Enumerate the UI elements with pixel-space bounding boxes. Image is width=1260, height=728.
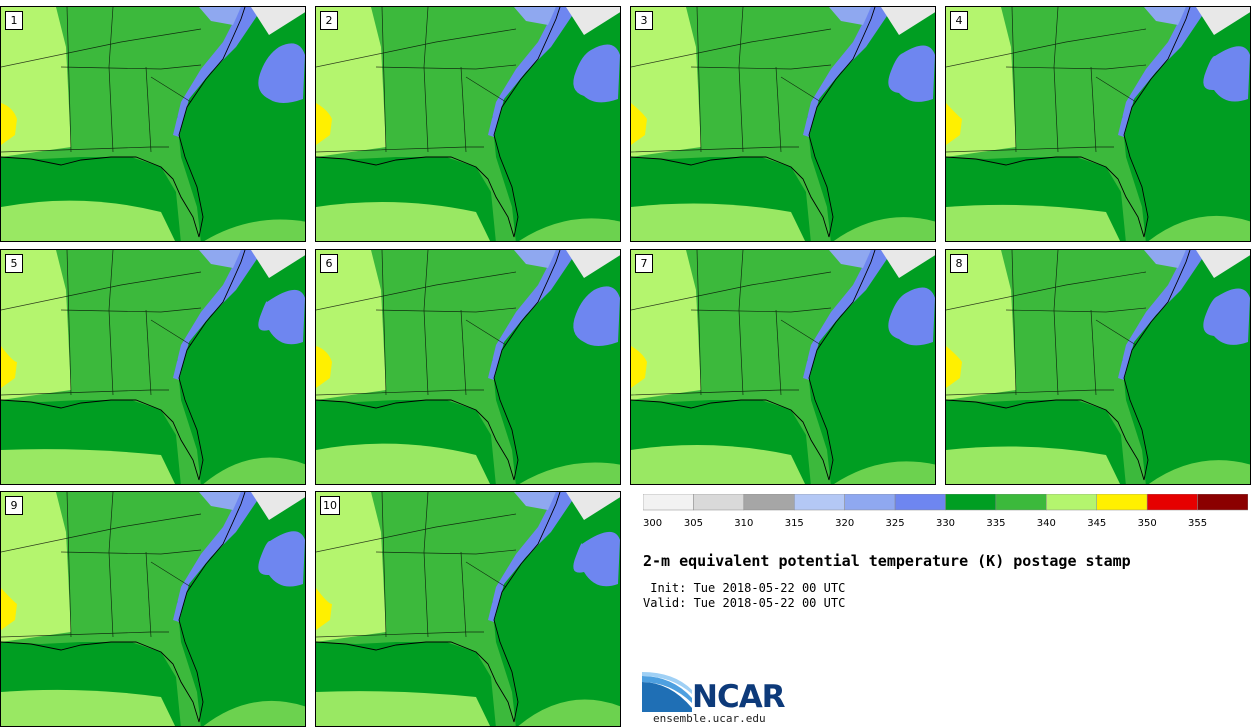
legend-tick-label: 300 [643, 518, 662, 529]
panel-number: 10 [320, 496, 340, 515]
map-panel: 5 [0, 249, 306, 485]
valid-time: Valid: Tue 2018-05-22 00 UTC [643, 596, 846, 610]
panel-number: 1 [5, 11, 23, 30]
legend-swatch [945, 493, 997, 511]
logo-url: ensemble.ucar.edu [653, 712, 766, 725]
legend-tick-label: 315 [785, 518, 804, 529]
legend-tick-label: 320 [835, 518, 854, 529]
map-panel: 10 [315, 491, 621, 727]
panel-number: 4 [950, 11, 968, 30]
map-panel: 7 [630, 249, 936, 485]
map-panel: 9 [0, 491, 306, 727]
figure-title: 2-m equivalent potential temperature (K)… [643, 552, 1131, 570]
panel-number: 2 [320, 11, 338, 30]
legend-tick-label: 355 [1188, 518, 1207, 529]
map-panel: 6 [315, 249, 621, 485]
logo-text: NCAR [692, 679, 786, 715]
legend-swatch [642, 493, 694, 511]
map-panel: 1 [0, 6, 306, 242]
legend-tick-label: 340 [1037, 518, 1056, 529]
map-panel: 3 [630, 6, 936, 242]
panel-number: 6 [320, 254, 338, 273]
legend-swatch [693, 493, 745, 511]
panel-number: 9 [5, 496, 23, 515]
init-time: Init: Tue 2018-05-22 00 UTC [643, 581, 846, 595]
legend-swatch [1096, 493, 1148, 511]
legend-swatch [1197, 493, 1249, 511]
legend-tick-label: 310 [734, 518, 753, 529]
legend-tick-label: 330 [936, 518, 955, 529]
legend-swatch [1146, 493, 1198, 511]
map-panel: 4 [945, 6, 1251, 242]
legend-tick-label: 325 [886, 518, 905, 529]
legend-swatch [1046, 493, 1097, 511]
legend-tick-label: 335 [986, 518, 1005, 529]
legend-tick-label: 350 [1138, 518, 1157, 529]
legend-swatch [894, 493, 946, 511]
legend-swatch [794, 493, 845, 511]
map-panel: 2 [315, 6, 621, 242]
map-panel: 8 [945, 249, 1251, 485]
legend-swatch [743, 493, 795, 511]
legend-swatch [995, 493, 1047, 511]
panel-number: 8 [950, 254, 968, 273]
ncar-logo-icon [642, 672, 692, 712]
panel-number: 7 [635, 254, 653, 273]
legend-tick-label: 345 [1087, 518, 1106, 529]
color-legend: 300 305 310 315 320 325 330 335 340 345 350 355 [642, 493, 1249, 534]
legend-tick-label: 305 [684, 518, 703, 529]
panel-number: 3 [635, 11, 653, 30]
panel-number: 5 [5, 254, 23, 273]
legend-swatch [844, 493, 896, 511]
